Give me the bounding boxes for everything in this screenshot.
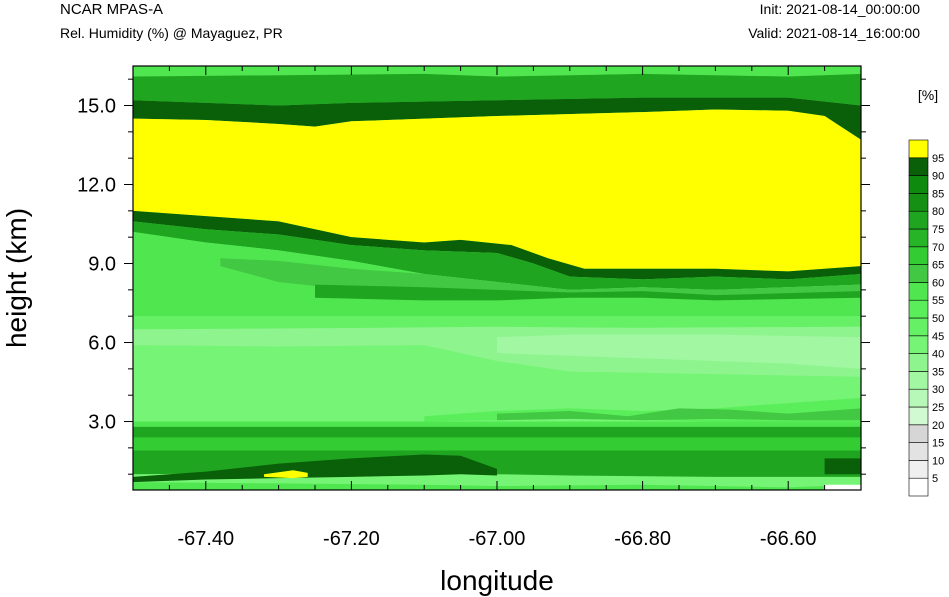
y-axis-ticks: 3.0 6.0 9.0 12.0 15.0 — [77, 78, 870, 475]
humidity-band-10 — [133, 316, 861, 330]
colorbar: 5 10 15 20 25 30 35 40 45 50 55 60 65 70 75 80 85 90 95 — [908, 139, 944, 497]
colorbar-level-label: 65 — [932, 260, 944, 272]
colorbar-level-label: 5 — [932, 473, 938, 485]
humidity-band-9 — [315, 284, 861, 301]
colorbar-level-label: 25 — [932, 402, 944, 414]
y-tick-label: 9.0 — [88, 254, 116, 276]
colorbar-level-label: 20 — [932, 420, 944, 432]
colorbar-swatch — [908, 388, 929, 408]
humidity-band-15 — [497, 408, 861, 421]
y-axis-label: height (km) — [1, 208, 32, 348]
colorbar-level-label: 50 — [932, 313, 944, 325]
colorbar-level-label: 90 — [932, 171, 944, 183]
colorbar-swatch — [908, 282, 929, 301]
x-tick-label: -66.60 — [760, 528, 817, 550]
humidity-band-16 — [133, 421, 861, 427]
y-tick-label: 3.0 — [88, 412, 116, 434]
humidity-band-20 — [824, 458, 861, 475]
colorbar-swatch — [908, 193, 929, 212]
colorbar-level-label: 45 — [932, 331, 944, 343]
colorbar-level-label: 95 — [932, 153, 944, 165]
colorbar-swatch — [908, 210, 929, 230]
colorbar-level-label: 70 — [932, 242, 944, 254]
humidity-band-18 — [133, 437, 861, 451]
humidity-band-5 — [133, 210, 861, 280]
colorbar-swatch — [908, 139, 929, 159]
colorbar-swatch — [908, 317, 929, 337]
colorbar-swatch — [908, 442, 929, 461]
humidity-band-13 — [497, 334, 861, 369]
x-tick-label: -67.40 — [177, 528, 234, 550]
right-title: Init: 2021-08-14_00:00:00 — [760, 1, 921, 17]
colorbar-swatch — [908, 335, 929, 354]
colorbar-level-label: 55 — [932, 295, 944, 307]
colorbar-level-label: 30 — [932, 384, 944, 396]
left-subtitle: Rel. Humidity (%) @ Mayaguez, PR — [60, 25, 283, 41]
humidity-band-3 — [133, 97, 861, 140]
humidity-band-8 — [220, 258, 861, 296]
colorbar-level-label: 80 — [932, 206, 944, 218]
colorbar-swatch — [908, 477, 929, 497]
y-tick-label: 6.0 — [88, 333, 116, 355]
colorbar-swatch — [908, 424, 929, 443]
colorbar-swatch — [908, 246, 929, 265]
y-tick-label: 15.0 — [77, 96, 116, 118]
x-tick-label: -67.00 — [469, 528, 526, 550]
colorbar-swatch — [908, 406, 929, 426]
colorbar-level-label: 15 — [932, 438, 944, 450]
colorbar-level-label: 40 — [932, 349, 944, 361]
humidity-band-6 — [133, 221, 861, 290]
left-title: NCAR MPAS-A — [60, 1, 163, 18]
colorbar-unit-label: [%] — [918, 87, 938, 103]
right-subtitle: Valid: 2021-08-14_16:00:00 — [748, 25, 920, 41]
colorbar-swatch — [908, 353, 929, 372]
colorbar-swatch — [908, 157, 929, 176]
humidity-contour-fill — [133, 66, 861, 490]
colorbar-swatch — [908, 264, 929, 283]
humidity-band-19 — [133, 454, 497, 483]
y-tick-label: 12.0 — [77, 175, 116, 197]
colorbar-level-label: 85 — [932, 188, 944, 200]
x-axis-label: longitude — [440, 565, 554, 596]
colorbar-swatch — [908, 371, 929, 390]
x-axis-ticks: -67.40 -67.20 -67.00 -66.80 -66.60 — [132, 66, 862, 550]
x-tick-label: -67.20 — [323, 528, 380, 550]
colorbar-level-label: 75 — [932, 224, 944, 236]
humidity-band-4 — [133, 109, 861, 272]
colorbar-level-label: 10 — [932, 455, 944, 467]
humidity-band-23 — [824, 484, 861, 490]
colorbar-swatch — [908, 228, 929, 248]
colorbar-swatch — [908, 460, 929, 479]
colorbar-level-label: 60 — [932, 277, 944, 289]
x-tick-label: -66.80 — [614, 528, 671, 550]
colorbar-level-label: 35 — [932, 366, 944, 378]
humidity-band-21 — [264, 470, 308, 479]
colorbar-swatch — [908, 299, 929, 319]
colorbar-swatch — [908, 175, 929, 194]
